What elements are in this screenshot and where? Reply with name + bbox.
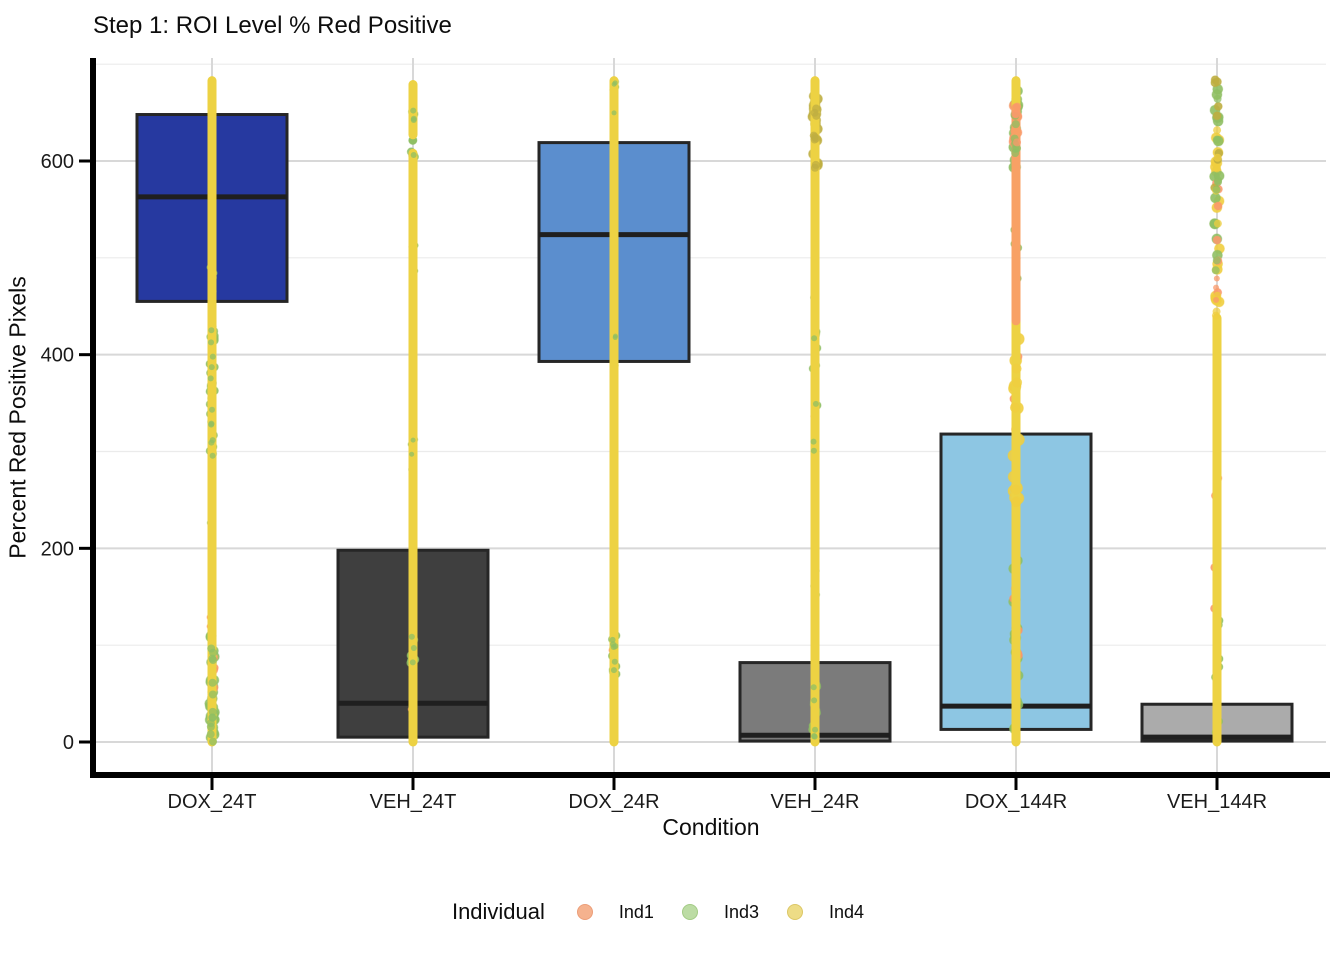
jitter-point [612, 335, 618, 341]
jitter-point [1212, 256, 1221, 265]
jitter-point [410, 115, 417, 122]
jitter-point [1213, 296, 1220, 303]
jitter-point [208, 364, 215, 371]
jitter-point [410, 152, 417, 159]
jitter-point [610, 667, 617, 674]
jitter-point [611, 110, 617, 116]
jitter-point [1212, 111, 1222, 121]
jitter-point [1212, 307, 1221, 316]
x-axis-title: Condition [662, 814, 760, 840]
jitter-point [1012, 377, 1023, 388]
jitter-point [1213, 284, 1220, 291]
y-tick-label: 0 [63, 732, 74, 754]
jitter-point [810, 684, 817, 691]
jitter-point [1213, 219, 1222, 228]
jitter-point [1011, 149, 1020, 158]
jitter-point [610, 641, 617, 648]
legend-label-ind3: Ind3 [723, 901, 759, 922]
legend-swatch-ind4 [787, 904, 803, 920]
jitter-point [811, 733, 818, 740]
jitter-point [408, 633, 415, 640]
jitter-point [1010, 484, 1021, 495]
jitter-point [410, 437, 416, 443]
y-tick-label: 600 [41, 151, 74, 173]
jitter-point [812, 400, 819, 407]
jitter-point [208, 421, 215, 428]
jitter-point [1214, 177, 1223, 186]
jitter-point [410, 107, 417, 114]
jitter-point [1213, 101, 1223, 111]
jitter-point [1212, 135, 1221, 144]
legend-item-ind4: Ind4 [787, 902, 864, 923]
x-tick-label-dox_144r: DOX_144R [965, 791, 1067, 813]
jitter-point [409, 659, 416, 666]
jitter-point [1011, 363, 1022, 374]
jitter-point [611, 658, 618, 665]
legend-swatch-ind3 [681, 904, 698, 920]
jitter-point [209, 737, 218, 746]
jitter-point [1213, 126, 1222, 135]
jitter-point [1213, 94, 1222, 103]
chart-title: Step 1: ROI Level % Red Positive [93, 12, 452, 39]
plot-canvas: 0 200 400 600 DOX_24T VEH_24T DOX_24R VEH_24R DO… [41, 58, 1330, 813]
jitter-point [1212, 185, 1221, 194]
jitter-point [810, 447, 817, 454]
jitter-point [208, 690, 217, 699]
jitter-point [209, 406, 216, 413]
jitter-point [1213, 275, 1220, 282]
x-tick-label-dox_24t: DOX_24T [168, 791, 257, 813]
jitter-point [208, 339, 215, 346]
jitter-point [1013, 138, 1022, 147]
jitter-point [1212, 77, 1222, 87]
jitter-point [1212, 164, 1221, 173]
jitter-point [812, 111, 821, 120]
jitter-point [1011, 110, 1020, 119]
jitter-point [209, 452, 216, 459]
legend-label-ind1: Ind1 [618, 901, 654, 922]
legend-swatch-ind1 [576, 904, 593, 920]
jitter-point [812, 726, 819, 733]
legend-item-ind1: Ind1 [576, 901, 654, 923]
jitter-point [208, 713, 217, 722]
legend: Individual Ind1 Ind3 Ind4 [0, 890, 1344, 934]
legend-item-ind3: Ind3 [681, 901, 759, 923]
jitter-point [611, 81, 617, 87]
x-tick-label-veh_144r: VEH_144R [1167, 791, 1267, 813]
jitter-point [810, 438, 817, 445]
jitter-point [1011, 496, 1022, 507]
jitter-point [811, 335, 818, 342]
x-axis-line [90, 772, 1330, 778]
legend-label-ind4: Ind4 [829, 901, 865, 922]
jitter-point [1212, 235, 1222, 245]
x-tick-label-veh_24r: VEH_24R [771, 791, 860, 813]
y-tick-label: 400 [41, 345, 74, 367]
x-tick-label-dox_24r: DOX_24R [568, 791, 659, 813]
jitter-point [209, 353, 216, 360]
jitter-point [1009, 402, 1020, 413]
jitter-point [811, 697, 818, 704]
y-axis-line [90, 58, 96, 778]
y-axis-title: Percent Red Positive Pixels [4, 276, 31, 559]
jitter-point [208, 656, 217, 665]
jitter-point [811, 134, 820, 143]
jitter-point [207, 375, 214, 382]
y-tick-label: 200 [41, 538, 74, 560]
jitter-point [1013, 102, 1022, 111]
x-tick-label-veh_24t: VEH_24T [370, 791, 457, 813]
jitter-point [208, 327, 215, 334]
jitter-point [812, 104, 821, 113]
jitter-point [1213, 201, 1223, 211]
jitter-point [1211, 266, 1220, 275]
legend-title: Individual [451, 899, 545, 924]
jitter-point [209, 648, 218, 657]
jitter-point [206, 730, 215, 739]
jitter-point [1011, 120, 1020, 129]
jitter-point [208, 439, 215, 446]
jitter-point [1213, 153, 1222, 162]
jitter-point [409, 451, 415, 457]
jitter-point [410, 644, 417, 651]
jitter-point [208, 678, 217, 687]
jitter-point [811, 160, 820, 169]
